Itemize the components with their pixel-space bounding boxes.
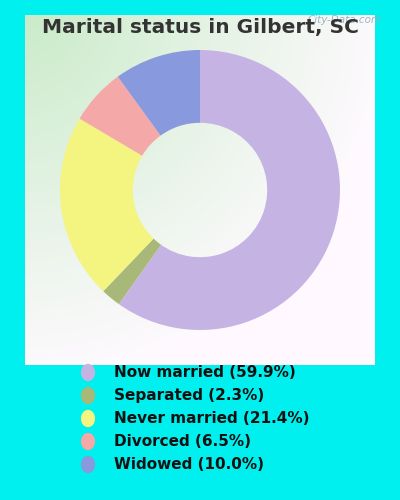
- Wedge shape: [118, 50, 200, 136]
- Text: Divorced (6.5%): Divorced (6.5%): [114, 434, 251, 449]
- Wedge shape: [60, 118, 154, 291]
- Text: City-Data.com: City-Data.com: [308, 15, 382, 25]
- Text: Never married (21.4%): Never married (21.4%): [114, 411, 310, 426]
- Text: Separated (2.3%): Separated (2.3%): [114, 388, 264, 403]
- Wedge shape: [80, 76, 160, 156]
- Text: Now married (59.9%): Now married (59.9%): [114, 365, 296, 380]
- Text: Widowed (10.0%): Widowed (10.0%): [114, 457, 264, 472]
- Text: Marital status in Gilbert, SC: Marital status in Gilbert, SC: [42, 18, 358, 36]
- Wedge shape: [119, 50, 340, 330]
- Wedge shape: [103, 238, 161, 304]
